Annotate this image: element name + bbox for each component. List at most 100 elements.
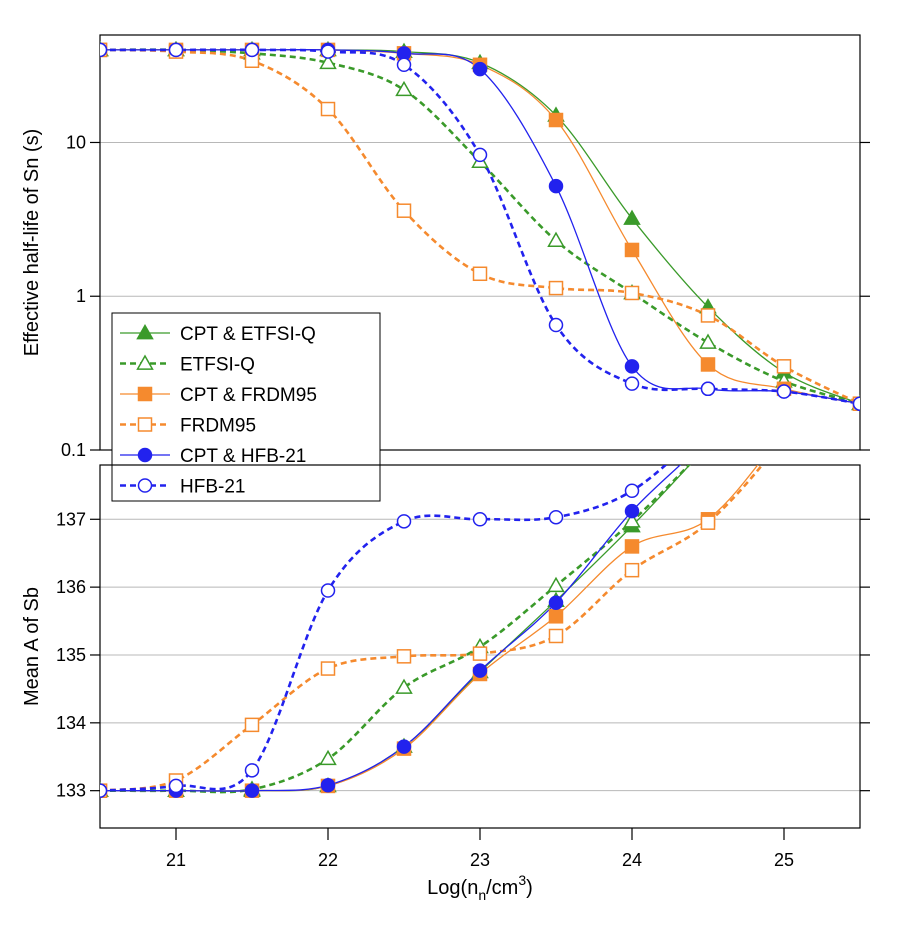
marker [244, 763, 260, 778]
marker [701, 437, 716, 450]
marker [472, 646, 488, 661]
marker [547, 576, 565, 593]
x-axis-label-part: Log(n [427, 877, 478, 899]
marker [778, 425, 791, 438]
marker [624, 285, 640, 301]
marker [472, 266, 488, 282]
marker [320, 44, 336, 59]
marker [137, 478, 153, 493]
panel: 0.1 1 10 Effective half-life of Sn (s) [21, 34, 870, 460]
x-axis-label-part: 3 [518, 872, 526, 888]
marker [137, 386, 153, 402]
panel: 133 134 135 136 137 21 22 23 24 25 Mean A of Sb Log… [21, 336, 870, 903]
x-axis-label: Log(nn/cm3) [427, 872, 533, 903]
y-tick-label: 136 [56, 577, 86, 597]
marker [244, 42, 260, 58]
marker [776, 384, 792, 399]
marker [548, 317, 564, 333]
marker [624, 562, 640, 578]
marker [548, 178, 564, 194]
y-tick-label: 133 [56, 781, 86, 801]
marker [699, 333, 717, 349]
y-tick-label: 0.1 [61, 440, 86, 460]
x-tick-label: 22 [318, 850, 338, 870]
marker [136, 354, 154, 370]
marker [396, 514, 412, 529]
marker [624, 359, 640, 374]
y-tick-label: 137 [56, 509, 86, 529]
y-tick-label: 135 [56, 645, 86, 665]
marker [320, 778, 336, 793]
marker [100, 42, 108, 58]
legend-label: HFB-21 [180, 477, 245, 498]
marker [624, 503, 640, 519]
marker [701, 437, 716, 450]
marker [100, 783, 108, 798]
legend-label: ETFSI-Q [180, 355, 255, 376]
marker [548, 628, 564, 644]
marker [396, 649, 412, 664]
marker [700, 515, 716, 530]
series-line [100, 465, 764, 792]
marker [548, 112, 564, 128]
marker [700, 357, 716, 372]
marker [776, 359, 792, 374]
marker [624, 242, 640, 258]
marker [778, 431, 791, 444]
marker [396, 203, 412, 218]
marker [778, 343, 791, 356]
y-tick-label: 134 [56, 713, 86, 733]
marker [778, 336, 791, 349]
y-tick-label: 1 [76, 286, 86, 306]
marker [244, 783, 260, 798]
legend-label: CPT & HFB-21 [180, 446, 306, 467]
marker [472, 663, 488, 678]
x-tick-label: 24 [622, 850, 642, 870]
legend-label: CPT & ETFSI-Q [180, 324, 316, 345]
x-tick-label: 25 [774, 850, 794, 870]
marker [700, 381, 716, 397]
marker [136, 324, 154, 340]
marker [702, 431, 715, 444]
marker [624, 539, 640, 554]
marker [702, 418, 715, 431]
marker [624, 483, 640, 499]
marker [319, 749, 337, 766]
marker [396, 739, 412, 754]
x-tick-label: 21 [166, 850, 186, 870]
plot-area [100, 40, 860, 411]
marker [168, 42, 184, 58]
marker [623, 512, 641, 528]
y-axis-label: Effective half-life of Sn (s) [21, 129, 43, 357]
x-axis-label-part: n [478, 887, 486, 903]
marker [320, 661, 336, 676]
marker [472, 147, 488, 163]
marker [623, 209, 641, 225]
marker [472, 61, 488, 77]
marker [472, 512, 488, 527]
marker [319, 53, 337, 70]
marker [852, 396, 860, 411]
marker [320, 101, 336, 117]
y-axis-label: Mean A of Sb [21, 587, 43, 706]
marker [168, 778, 184, 794]
marker [548, 280, 564, 296]
marker [395, 678, 413, 694]
legend-label: FRDM95 [180, 416, 256, 437]
marker [244, 717, 260, 733]
series-line [100, 48, 860, 405]
marker [320, 583, 336, 598]
marker [548, 509, 564, 525]
marker [137, 417, 153, 432]
plot-frame [99, 34, 861, 451]
x-tick-label: 23 [470, 850, 490, 870]
x-axis-label-part: ) [526, 877, 533, 899]
plot-frame [99, 464, 861, 829]
marker [547, 231, 565, 247]
x-axis-label-part: /cm [486, 877, 518, 899]
legend-box [111, 312, 381, 502]
marker [137, 447, 153, 463]
marker [395, 80, 413, 97]
